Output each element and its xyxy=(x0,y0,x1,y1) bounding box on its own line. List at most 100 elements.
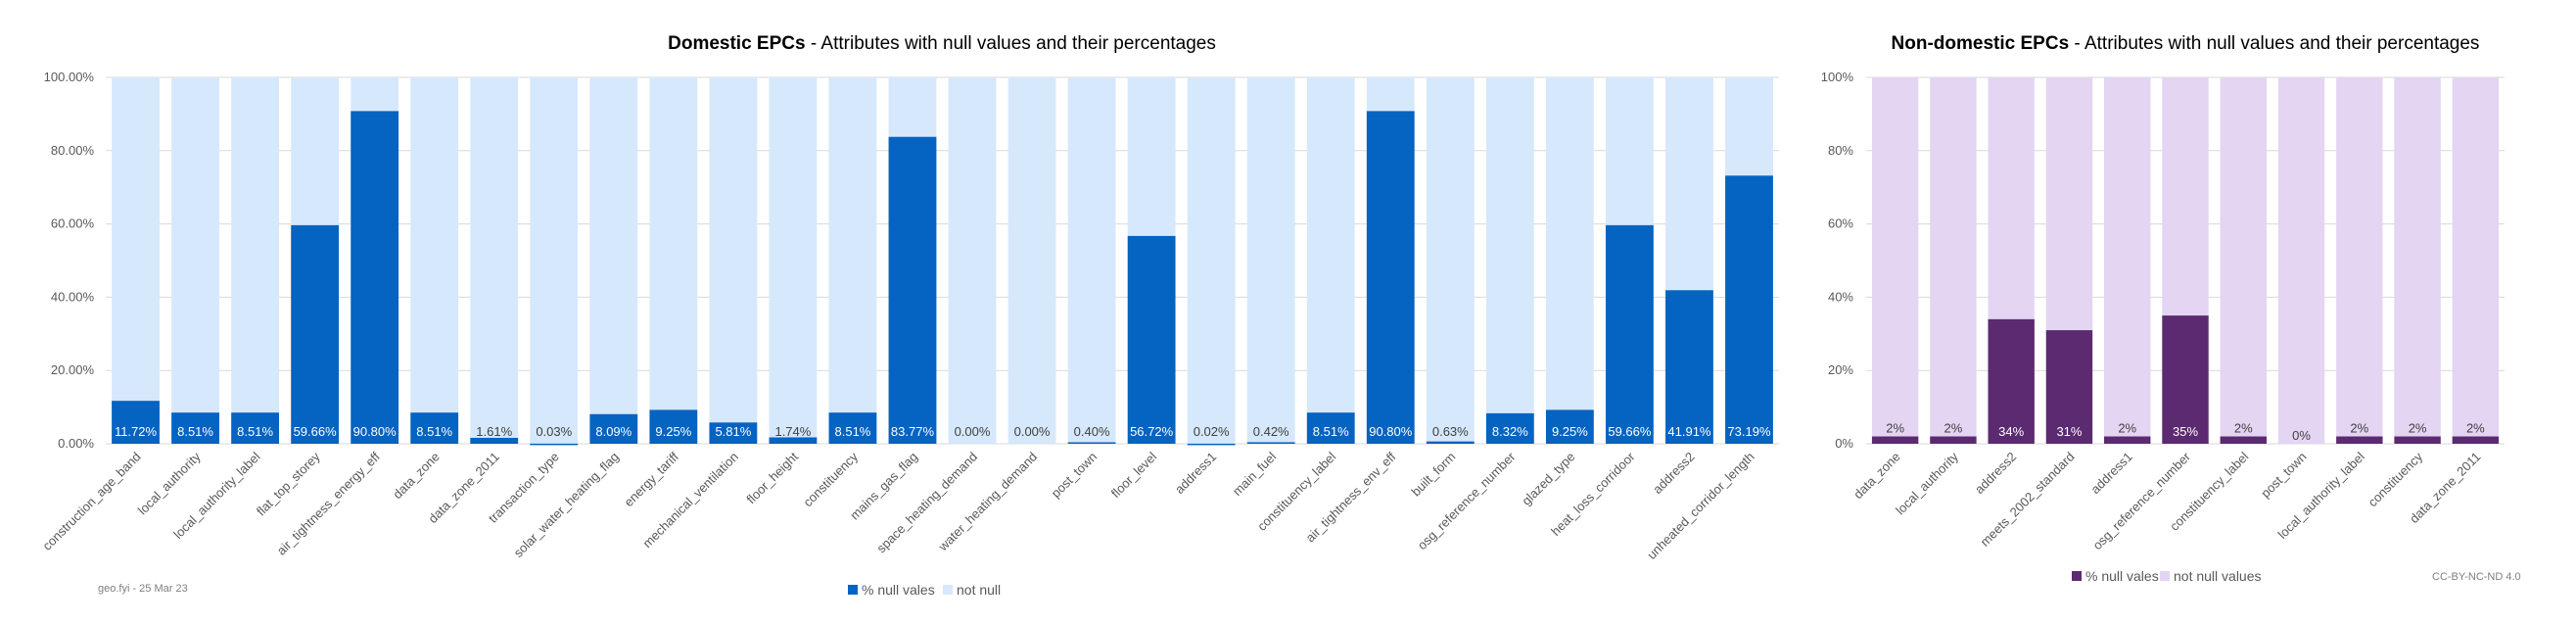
bar-not-null xyxy=(291,77,340,225)
x-category-label: osg_reference_number xyxy=(1415,449,1519,552)
x-category-label: address2 xyxy=(1650,450,1697,497)
x-category-label: unheated_corridor_length xyxy=(1644,450,1756,562)
bar-null xyxy=(769,437,818,444)
x-category-label: floor_height xyxy=(743,449,801,506)
data-label: 0.00% xyxy=(955,424,991,439)
legend-label-null: % null vales xyxy=(2085,568,2159,584)
data-label: 2% xyxy=(1944,421,1963,436)
bar-null xyxy=(291,224,340,444)
x-category-label: water_heating_demand xyxy=(935,450,1040,554)
x-category-label: floor_level xyxy=(1108,449,1160,501)
y-tick-label: 60% xyxy=(1828,216,1853,231)
bar-not-null xyxy=(589,77,638,414)
data-label: 0% xyxy=(2292,428,2311,443)
data-label: 8.51% xyxy=(835,424,871,439)
bar-null xyxy=(828,412,877,444)
domestic-y-axis: 0.00% 20.00% 40.00% 60.00% 80.00% 100.00% xyxy=(44,70,95,451)
license-footer: CC-BY-NC-ND 4.0 xyxy=(2432,571,2521,583)
data-label: 5.81% xyxy=(715,424,751,439)
data-label: 0.63% xyxy=(1432,424,1469,439)
data-label: 8.51% xyxy=(1313,424,1349,439)
bar-not-null xyxy=(2394,77,2441,437)
bar-not-null xyxy=(2220,77,2267,437)
data-label: 59.66% xyxy=(1608,424,1652,439)
bar-not-null xyxy=(2452,77,2500,437)
bar-null xyxy=(1988,318,2035,444)
data-label: 2% xyxy=(2466,421,2485,436)
bar-not-null xyxy=(1426,77,1475,442)
data-label: 2% xyxy=(1886,421,1904,436)
bar-not-null xyxy=(112,77,160,402)
non-domestic-bars xyxy=(1871,77,2500,444)
bar-null xyxy=(410,412,459,444)
bar-not-null xyxy=(1665,77,1713,291)
bar-not-null xyxy=(231,77,280,413)
bar-not-null xyxy=(649,77,698,410)
bar-not-null xyxy=(410,77,459,413)
x-category-label: energy_tariff xyxy=(621,449,681,509)
data-label: 9.25% xyxy=(655,424,691,439)
x-category-label: built_form xyxy=(1408,450,1458,500)
non-domestic-data-labels: 2% 2% 34% 31% 2% 35% 2% 0% 2% 2% 2% xyxy=(1886,421,2485,443)
bar-null xyxy=(2104,436,2151,444)
x-category-label: constituency xyxy=(800,449,861,509)
data-label: 8.09% xyxy=(595,424,632,439)
bar-null xyxy=(530,443,579,446)
y-tick-label: 100% xyxy=(1821,70,1854,84)
bar-null xyxy=(112,401,160,444)
bar-null xyxy=(171,412,219,444)
legend-swatch-not-null xyxy=(2160,571,2170,581)
bar-not-null xyxy=(769,77,818,438)
data-label: 8.51% xyxy=(416,424,452,439)
data-label: 0.42% xyxy=(1253,424,1289,439)
bar-not-null xyxy=(1127,77,1176,236)
bar-null xyxy=(470,437,519,444)
bar-null xyxy=(1665,290,1713,444)
x-category-label: constituency xyxy=(2365,449,2426,509)
bar-null xyxy=(1067,442,1116,445)
bar-not-null xyxy=(2336,77,2383,437)
bar-null xyxy=(1725,175,1773,444)
bar-not-null xyxy=(1187,77,1236,444)
bar-not-null xyxy=(709,77,758,423)
bar-null xyxy=(888,136,937,444)
source-footer: geo.fyi - 25 Mar 23 xyxy=(98,583,188,595)
bar-null xyxy=(2045,330,2093,444)
bar-null xyxy=(1246,442,1295,444)
x-category-label: main_fuel xyxy=(1230,449,1280,499)
x-category-label: solar_water_heating_flag xyxy=(511,450,622,560)
data-label: 8.51% xyxy=(237,424,273,439)
y-tick-label: 80% xyxy=(1828,143,1853,158)
bar-not-null xyxy=(1366,77,1415,112)
bar-not-null xyxy=(171,77,219,413)
bar-not-null xyxy=(1988,77,2035,319)
data-label: 73.19% xyxy=(1727,424,1771,439)
domestic-x-axis: construction_age_bandlocal_authorityloca… xyxy=(39,449,1756,562)
bar-not-null xyxy=(1930,77,1977,437)
non-domestic-chart-title: Non-domestic EPCs - Attributes with null… xyxy=(1892,33,2480,54)
x-category-label: address1 xyxy=(1172,450,1219,497)
non-domestic-legend: % null vales not null values xyxy=(2072,568,2262,584)
x-category-label: post_town xyxy=(1049,450,1101,502)
x-category-label: meets_2002_standard xyxy=(1977,450,2077,550)
legend-swatch-null xyxy=(848,585,858,595)
data-label: 0.00% xyxy=(1014,424,1051,439)
data-label: 41.91% xyxy=(1667,424,1711,439)
bar-null xyxy=(1187,443,1236,446)
bar-not-null xyxy=(828,77,877,413)
y-tick-label: 0% xyxy=(1835,436,1853,451)
bar-not-null xyxy=(1605,77,1654,225)
x-category-label: data_zone xyxy=(1850,450,1903,503)
x-category-label: space_heating_demand xyxy=(873,450,980,556)
domestic-bars xyxy=(112,77,1773,446)
bar-not-null xyxy=(888,77,937,137)
bar-not-null xyxy=(2277,77,2325,444)
domestic-chart-title: Domestic EPCs - Attributes with null val… xyxy=(668,33,1216,54)
data-label: 59.66% xyxy=(294,424,338,439)
data-label: 2% xyxy=(2350,421,2368,436)
data-label: 11.72% xyxy=(115,424,158,439)
data-label: 9.25% xyxy=(1552,424,1588,439)
x-category-label: address1 xyxy=(2087,450,2134,497)
